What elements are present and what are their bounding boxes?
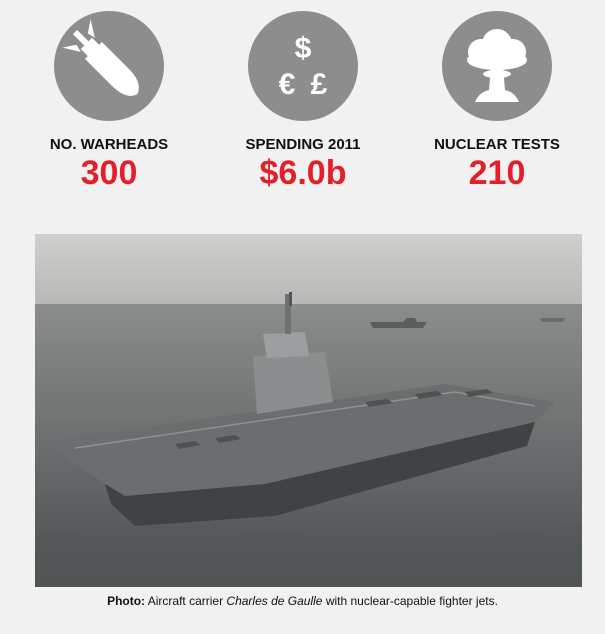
stat-spending: $ € £ SPENDING 2011 $6.0b [206,10,400,191]
stat-tests: NUCLEAR TESTS 210 [400,10,594,191]
icon-symbol: £ [311,68,328,101]
icon-symbol: € [279,68,296,101]
caption-prefix: Photo: [107,594,145,608]
caption-text: Aircraft carrier [148,594,223,608]
stat-label: SPENDING 2011 [206,136,400,153]
infographic: NO. WARHEADS 300 $ € £ SPENDING 2011 $6.… [0,0,605,634]
stat-label: NUCLEAR TESTS [400,136,594,153]
stat-label: NO. WARHEADS [12,136,206,153]
icon-symbol: $ [295,32,312,65]
bomb-icon [53,10,165,122]
photo [35,234,582,587]
ship-name: Charles de Gaulle [226,594,322,608]
stat-value: $6.0b [206,155,400,191]
currency-icon: $ € £ [247,10,359,122]
stat-value: 300 [12,155,206,191]
stat-value: 210 [400,155,594,191]
photo-caption: Photo: Aircraft carrier Charles de Gaull… [0,594,605,608]
caption-text: with nuclear-capable fighter jets. [326,594,498,608]
stat-warheads: NO. WARHEADS 300 [12,10,206,191]
mushroom-cloud-icon [441,10,553,122]
